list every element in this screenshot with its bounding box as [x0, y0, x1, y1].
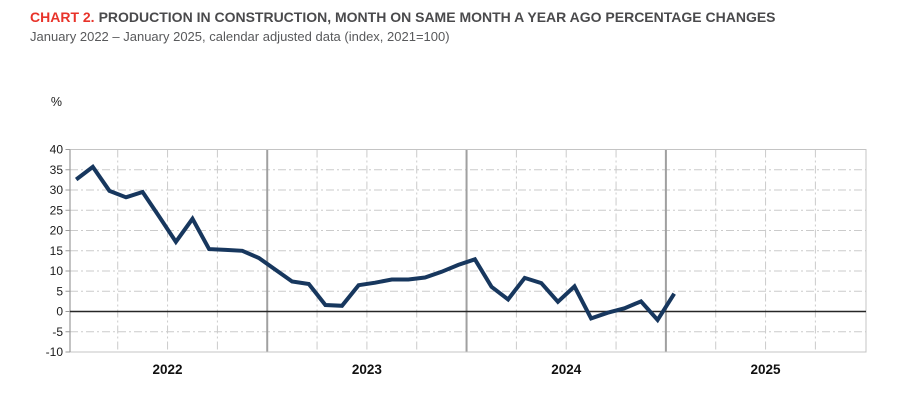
- y-tick-label: 10: [50, 264, 64, 278]
- y-tick-label: -5: [52, 325, 63, 339]
- y-tick-label: 30: [50, 183, 64, 197]
- header: CHART 2. PRODUCTION IN CONSTRUCTION, MONT…: [30, 9, 890, 44]
- x-year-label: 2022: [153, 362, 183, 377]
- x-year-label: 2024: [551, 362, 582, 377]
- data-line-series: [74, 164, 676, 324]
- y-tick-label: 0: [56, 305, 63, 319]
- chart-subtitle: January 2022 – January 2025, calendar ad…: [30, 29, 450, 44]
- y-tick-label: 25: [50, 203, 64, 217]
- chart-number-label: CHART 2.: [30, 9, 95, 25]
- y-axis-unit-label: %: [50, 95, 62, 109]
- chart-title-line: CHART 2. PRODUCTION IN CONSTRUCTION, MONT…: [30, 9, 890, 25]
- x-year-label: 2023: [352, 362, 383, 377]
- y-tick-label: 20: [50, 224, 64, 238]
- y-tick-label: 15: [50, 244, 64, 258]
- x-year-label: 2025: [751, 362, 782, 377]
- y-tick-label: 40: [50, 143, 64, 157]
- y-tick-label: -10: [46, 345, 64, 359]
- chart-title: PRODUCTION IN CONSTRUCTION, MONTH ON SAM…: [98, 9, 776, 25]
- y-tick-label: 5: [56, 284, 63, 298]
- y-tick-label: 35: [50, 163, 64, 177]
